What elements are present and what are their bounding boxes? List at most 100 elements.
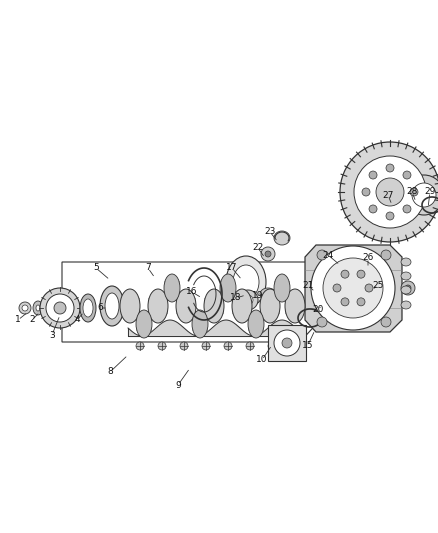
- Ellipse shape: [148, 289, 168, 323]
- Text: 25: 25: [372, 280, 384, 289]
- Ellipse shape: [176, 289, 196, 323]
- Text: 1: 1: [15, 316, 21, 325]
- Ellipse shape: [404, 175, 438, 215]
- Ellipse shape: [248, 310, 264, 338]
- Ellipse shape: [54, 302, 66, 314]
- Ellipse shape: [226, 256, 266, 308]
- Text: 22: 22: [252, 244, 264, 253]
- Text: 7: 7: [145, 263, 151, 272]
- Text: 18: 18: [230, 294, 242, 303]
- Polygon shape: [249, 298, 251, 331]
- Ellipse shape: [260, 288, 276, 300]
- Polygon shape: [233, 281, 235, 314]
- Ellipse shape: [405, 285, 411, 291]
- Ellipse shape: [317, 250, 327, 260]
- Ellipse shape: [403, 205, 411, 213]
- Ellipse shape: [317, 317, 327, 327]
- Ellipse shape: [311, 246, 395, 330]
- Ellipse shape: [386, 212, 394, 220]
- Ellipse shape: [401, 301, 411, 309]
- Text: 5: 5: [93, 263, 99, 272]
- Ellipse shape: [333, 284, 341, 292]
- Ellipse shape: [80, 294, 96, 322]
- Ellipse shape: [33, 301, 43, 315]
- Polygon shape: [137, 298, 139, 331]
- Ellipse shape: [341, 298, 349, 306]
- Ellipse shape: [357, 270, 365, 278]
- Ellipse shape: [410, 188, 418, 196]
- Text: 28: 28: [406, 188, 418, 197]
- Bar: [268, 325, 306, 361]
- Ellipse shape: [120, 289, 140, 323]
- Ellipse shape: [403, 171, 411, 179]
- Ellipse shape: [268, 342, 276, 350]
- Ellipse shape: [202, 342, 210, 350]
- Ellipse shape: [246, 342, 254, 350]
- Text: 3: 3: [49, 330, 55, 340]
- Ellipse shape: [136, 342, 144, 350]
- Ellipse shape: [274, 231, 290, 245]
- Ellipse shape: [381, 250, 391, 260]
- Text: 20: 20: [312, 305, 324, 314]
- Ellipse shape: [180, 342, 188, 350]
- Ellipse shape: [232, 289, 252, 323]
- Polygon shape: [305, 245, 402, 332]
- Ellipse shape: [362, 188, 370, 196]
- Ellipse shape: [22, 305, 28, 311]
- Text: 21: 21: [302, 280, 314, 289]
- Polygon shape: [275, 281, 279, 314]
- Ellipse shape: [412, 183, 436, 207]
- Ellipse shape: [83, 299, 93, 317]
- Text: 8: 8: [107, 367, 113, 376]
- Ellipse shape: [357, 298, 365, 306]
- Ellipse shape: [401, 286, 411, 294]
- Polygon shape: [221, 281, 223, 314]
- Ellipse shape: [40, 288, 80, 328]
- Ellipse shape: [286, 342, 294, 350]
- Polygon shape: [205, 298, 207, 331]
- Ellipse shape: [220, 274, 236, 302]
- Text: 29: 29: [424, 188, 436, 197]
- Polygon shape: [165, 281, 167, 314]
- Text: 26: 26: [362, 254, 374, 262]
- Ellipse shape: [224, 342, 232, 350]
- Ellipse shape: [192, 310, 208, 338]
- Text: 6: 6: [97, 303, 103, 312]
- Text: 16: 16: [186, 287, 198, 296]
- Text: 19: 19: [252, 290, 264, 300]
- Text: 2: 2: [29, 316, 35, 325]
- Ellipse shape: [401, 258, 411, 266]
- Ellipse shape: [376, 178, 404, 206]
- Polygon shape: [286, 281, 289, 314]
- Ellipse shape: [100, 286, 124, 326]
- Ellipse shape: [274, 274, 290, 302]
- Text: 9: 9: [175, 381, 181, 390]
- Polygon shape: [193, 298, 195, 331]
- Ellipse shape: [261, 247, 275, 261]
- Text: 15: 15: [302, 341, 314, 350]
- Ellipse shape: [274, 330, 300, 356]
- Ellipse shape: [369, 205, 377, 213]
- Ellipse shape: [381, 317, 391, 327]
- Ellipse shape: [238, 290, 258, 310]
- Ellipse shape: [365, 284, 373, 292]
- Ellipse shape: [164, 274, 180, 302]
- Ellipse shape: [158, 342, 166, 350]
- Ellipse shape: [265, 251, 271, 257]
- Ellipse shape: [340, 142, 438, 242]
- Ellipse shape: [19, 302, 31, 314]
- Ellipse shape: [401, 272, 411, 280]
- Ellipse shape: [341, 270, 349, 278]
- Ellipse shape: [386, 164, 394, 172]
- Ellipse shape: [354, 156, 426, 228]
- Ellipse shape: [36, 305, 40, 311]
- Text: 4: 4: [74, 316, 80, 325]
- Polygon shape: [177, 281, 179, 314]
- Ellipse shape: [204, 289, 224, 323]
- Ellipse shape: [136, 310, 152, 338]
- Polygon shape: [149, 298, 151, 331]
- Polygon shape: [261, 298, 263, 331]
- Ellipse shape: [311, 285, 325, 295]
- Text: 10: 10: [256, 356, 268, 365]
- Ellipse shape: [401, 281, 415, 295]
